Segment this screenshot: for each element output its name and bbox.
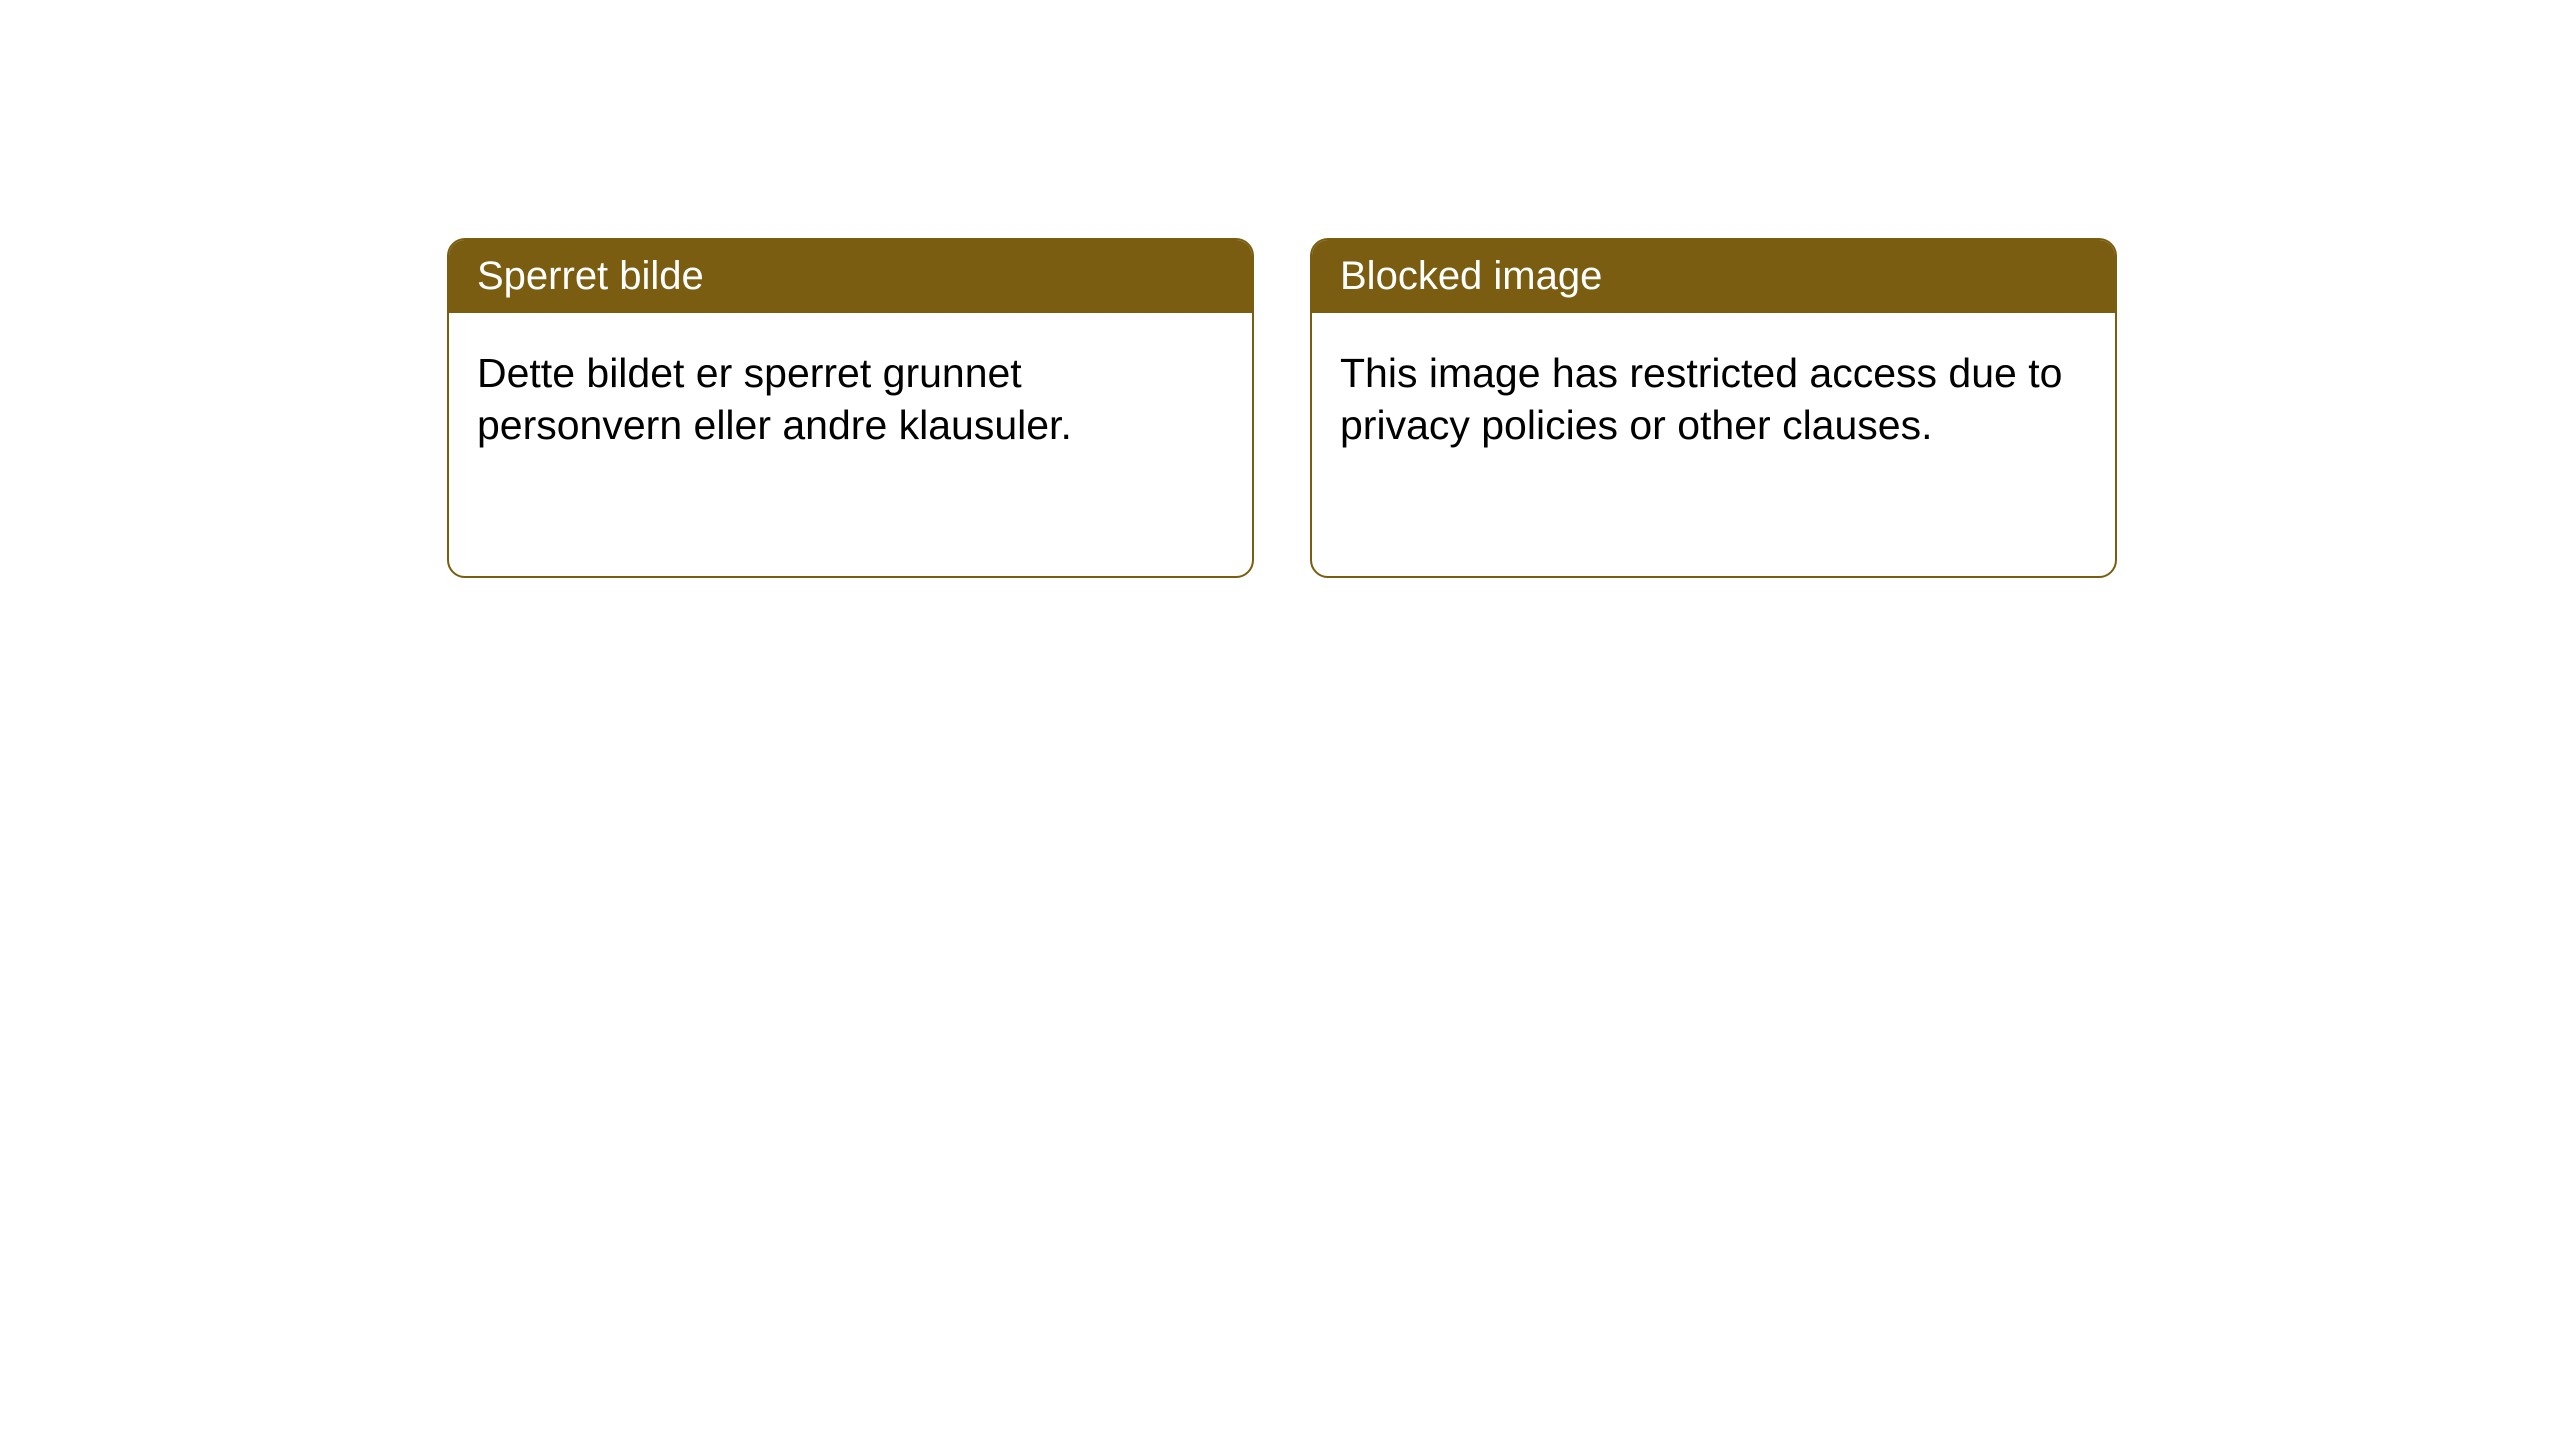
notice-cards-container: Sperret bilde Dette bildet er sperret gr… [447,238,2117,578]
notice-card-title: Blocked image [1312,240,2115,313]
notice-card-body: This image has restricted access due to … [1312,313,2115,486]
notice-card-norwegian: Sperret bilde Dette bildet er sperret gr… [447,238,1254,578]
notice-card-body: Dette bildet er sperret grunnet personve… [449,313,1252,486]
notice-card-english: Blocked image This image has restricted … [1310,238,2117,578]
notice-card-title: Sperret bilde [449,240,1252,313]
